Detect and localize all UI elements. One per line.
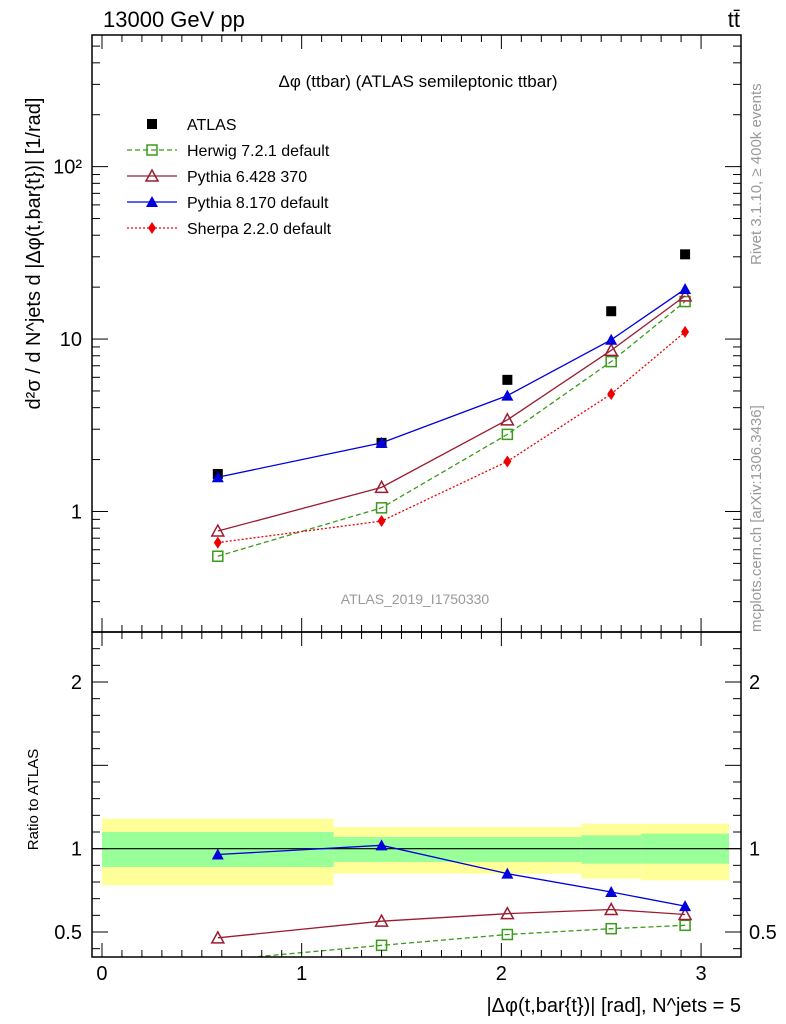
data-point — [374, 479, 389, 494]
y-tick-label: 10 — [60, 329, 82, 351]
legend-label: Herwig 7.2.1 default — [187, 143, 330, 160]
ratio-y-tick-label-right: 0.5 — [749, 922, 777, 944]
data-point — [500, 412, 515, 426]
y-tick-label: 10² — [53, 157, 82, 179]
series-atlas — [212, 249, 691, 479]
final-state-label: tt̄ — [728, 7, 740, 32]
data-point — [603, 342, 619, 357]
ratio-y-tick-label-right: 1 — [749, 839, 760, 861]
legend-marker — [144, 168, 160, 182]
series-pythia-6-428-370 — [210, 288, 693, 537]
legend-label: Pythia 8.170 default — [187, 195, 329, 212]
series-pythia-8-170-default — [211, 283, 692, 483]
legend: ATLAS Herwig 7.2.1 default Pythia 6.428 37… — [127, 117, 332, 238]
data-point — [377, 515, 386, 528]
legend-marker — [148, 222, 156, 234]
ratio-line — [247, 924, 686, 957]
data-point — [679, 283, 692, 295]
series-sherpa-2-2-0-default — [213, 325, 690, 549]
series-line — [217, 331, 686, 544]
x-tick-label: 2 — [496, 963, 507, 985]
data-point — [501, 428, 514, 441]
ratio-point — [605, 886, 618, 897]
main-title: Δφ (ttbar) (ATLAS semileptonic ttbar) — [278, 72, 557, 91]
data-point — [210, 523, 226, 537]
data-point — [503, 455, 512, 468]
legend-marker — [146, 196, 158, 207]
data-point — [680, 249, 691, 260]
ratio-series-pythia-8-170-default — [211, 839, 692, 912]
legend-marker — [146, 144, 158, 156]
ratio-y-tick-label-right: 2 — [749, 672, 760, 694]
data-point — [213, 536, 222, 549]
data-point — [375, 502, 388, 514]
ratio-y-axis-label: Ratio to ATLAS — [25, 749, 42, 850]
main-y-axis-label: d²σ / d N^jets d |Δφ(t,bar{t})| [1/rad] — [23, 98, 45, 410]
legend-entry: Herwig 7.2.1 default — [127, 143, 330, 160]
analysis-id-label: ATLAS_2019_I1750330 — [341, 591, 490, 607]
data-point — [607, 388, 616, 401]
legend-label: Sherpa 2.2.0 default — [187, 221, 332, 238]
ratio-line — [217, 908, 686, 939]
data-point — [605, 333, 618, 345]
ratio-point — [211, 848, 224, 860]
legend-entry: Pythia 6.428 370 — [127, 168, 307, 186]
ratio-frame — [91, 631, 742, 958]
ratio-point — [501, 928, 514, 941]
series-herwig-7-2-1-default — [212, 295, 691, 562]
series-line — [217, 288, 686, 478]
uncertainty-band-inner — [431, 837, 582, 862]
y-tick-label: 1 — [71, 501, 82, 523]
main-panel: 1 10 10² Δφ (ttbar) (ATLAS semileptonic ttb… — [23, 34, 742, 633]
ratio-point — [679, 900, 692, 912]
legend-label: Pythia 6.428 370 — [187, 169, 307, 186]
ratio-point — [374, 913, 389, 927]
ratio-series-sherpa-2-2-0-default — [218, 959, 685, 966]
ratio-point — [679, 919, 691, 932]
series-line — [217, 295, 686, 532]
ratio-point — [605, 922, 617, 935]
data-point — [677, 288, 693, 302]
ratio-point — [603, 901, 619, 916]
x-tick-label: 1 — [296, 963, 307, 985]
series-line — [217, 301, 686, 557]
data-point — [606, 306, 617, 317]
data-point — [502, 374, 513, 385]
ratio-point — [501, 867, 514, 879]
legend-entry: Sherpa 2.2.0 default — [127, 221, 332, 238]
legend-entry: ATLAS — [147, 117, 237, 134]
ratio-point — [500, 906, 515, 920]
uncertainty-band-inner — [581, 835, 642, 864]
ratio-line — [218, 959, 685, 966]
data-point — [211, 471, 224, 483]
ratio-y-tick-label: 0.5 — [54, 922, 82, 944]
ratio-point — [375, 839, 388, 851]
legend-marker — [147, 119, 157, 129]
process-label: 13000 GeV pp — [103, 7, 245, 32]
ratio-series-herwig-7-2-1-default — [247, 919, 691, 957]
data-point — [501, 389, 514, 401]
ratio-y-tick-label: 1 — [71, 839, 82, 861]
mcplots-label: mcplots.cern.ch [arXiv:1306.3436] — [748, 405, 765, 632]
legend-label: ATLAS — [187, 117, 237, 134]
x-tick-label: 0 — [96, 963, 107, 985]
data-point — [681, 325, 690, 338]
ratio-point — [677, 906, 693, 921]
x-axis-label: |Δφ(t,bar{t})| [rad], N^jets = 5 — [486, 995, 741, 1017]
ratio-y-tick-label: 2 — [71, 672, 82, 694]
legend-entry: Pythia 8.170 default — [127, 195, 329, 212]
data-point — [212, 550, 224, 562]
ratio-series-pythia-6-428-370 — [210, 901, 693, 944]
data-point — [375, 436, 388, 448]
x-tick-label: 3 — [695, 963, 706, 985]
ratio-panel: 0 1 2 3 0.5 0.5 1 1 2 2 Ratio to ATLAS |Δφ(t,bar{t}… — [25, 631, 777, 1017]
ratio-point — [210, 930, 226, 944]
data-point — [605, 355, 617, 368]
rivet-label: Rivet 3.1.10, ≥ 400k events — [748, 83, 765, 265]
